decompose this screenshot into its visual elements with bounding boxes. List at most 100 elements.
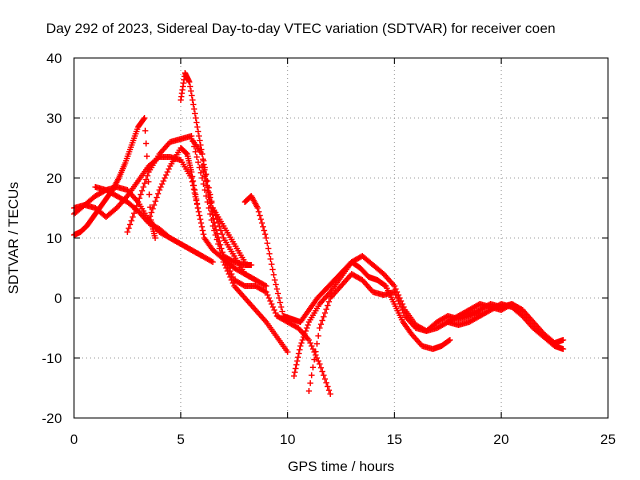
data-point	[195, 133, 202, 139]
data-point	[307, 340, 314, 346]
data-point	[267, 298, 274, 304]
data-point	[216, 238, 223, 244]
data-point	[204, 184, 211, 190]
data-point	[205, 189, 212, 196]
data-point	[151, 202, 158, 208]
data-point	[159, 181, 166, 187]
x-tick-label: 10	[280, 431, 296, 447]
data-point	[191, 187, 198, 193]
data-point	[263, 283, 270, 289]
x-tick-label: 15	[387, 431, 403, 447]
series-track-15	[455, 301, 567, 346]
data-point	[265, 295, 272, 301]
data-point	[316, 325, 323, 331]
data-point	[149, 205, 156, 212]
series-track-8	[188, 136, 270, 289]
series-track-10	[220, 253, 255, 268]
data-point	[129, 214, 136, 220]
data-point	[219, 249, 226, 256]
data-point	[295, 354, 302, 361]
data-point	[156, 187, 163, 193]
data-point	[209, 259, 216, 265]
data-point	[272, 310, 279, 316]
data-point	[217, 227, 224, 234]
data-point	[193, 196, 200, 202]
data-point	[188, 92, 195, 99]
data-point	[195, 128, 202, 135]
data-point	[391, 289, 398, 295]
data-point	[191, 106, 198, 112]
data-point	[293, 361, 300, 368]
chart-title: Day 292 of 2023, Sidereal Day-to-day VTE…	[46, 20, 555, 36]
data-point	[214, 230, 221, 237]
data-point	[261, 288, 268, 295]
data-point	[305, 337, 312, 343]
data-point	[183, 150, 190, 157]
data-point	[218, 245, 225, 252]
data-point	[192, 191, 199, 198]
data-point	[394, 295, 401, 301]
data-point	[321, 376, 328, 382]
data-point	[292, 365, 299, 372]
data-point	[227, 268, 234, 274]
data-point	[268, 301, 275, 307]
data-point	[127, 221, 134, 228]
data-point	[263, 289, 270, 295]
data-point	[194, 124, 201, 130]
data-point	[143, 176, 150, 183]
data-point	[391, 283, 398, 289]
data-point	[271, 307, 278, 313]
data-point	[269, 266, 276, 273]
data-point	[152, 198, 159, 205]
data-point	[224, 262, 231, 268]
data-point	[299, 337, 306, 343]
data-point	[160, 178, 167, 184]
data-point	[197, 142, 204, 148]
data-point	[208, 258, 215, 265]
data-point	[279, 308, 286, 315]
data-point	[255, 208, 262, 215]
data-point	[190, 178, 197, 184]
data-point	[153, 194, 160, 201]
data-point	[300, 334, 307, 340]
x-tick-label: 5	[177, 431, 185, 447]
data-point	[208, 199, 215, 206]
data-point	[136, 195, 143, 202]
data-point	[317, 364, 324, 371]
data-point	[398, 304, 405, 310]
data-point	[320, 313, 327, 320]
data-point	[188, 169, 195, 175]
data-point	[155, 190, 162, 197]
data-point	[304, 322, 311, 328]
y-tick-label: 20	[46, 170, 62, 186]
data-point	[200, 231, 207, 238]
data-point	[213, 226, 220, 233]
data-point	[144, 172, 151, 179]
data-point	[229, 274, 236, 280]
data-point	[148, 209, 155, 216]
data-point	[296, 346, 303, 353]
data-point	[133, 202, 140, 209]
data-point	[200, 157, 207, 164]
data-point	[396, 301, 403, 307]
data-point	[146, 191, 153, 198]
series-track-1	[71, 115, 159, 241]
data-point	[325, 298, 332, 305]
data-point	[323, 379, 330, 386]
data-point	[291, 373, 298, 379]
data-point	[199, 151, 206, 157]
data-point	[271, 277, 278, 283]
data-point	[203, 178, 210, 185]
data-point	[143, 153, 150, 160]
data-point	[199, 163, 206, 169]
data-point	[196, 212, 203, 219]
data-point	[278, 304, 285, 310]
data-point	[204, 178, 211, 184]
data-point	[228, 271, 235, 277]
series-track-14	[444, 301, 567, 352]
data-point	[325, 387, 332, 394]
data-point	[140, 116, 147, 123]
data-point	[321, 310, 328, 316]
data-point	[201, 187, 208, 193]
series-track-11	[241, 193, 453, 352]
